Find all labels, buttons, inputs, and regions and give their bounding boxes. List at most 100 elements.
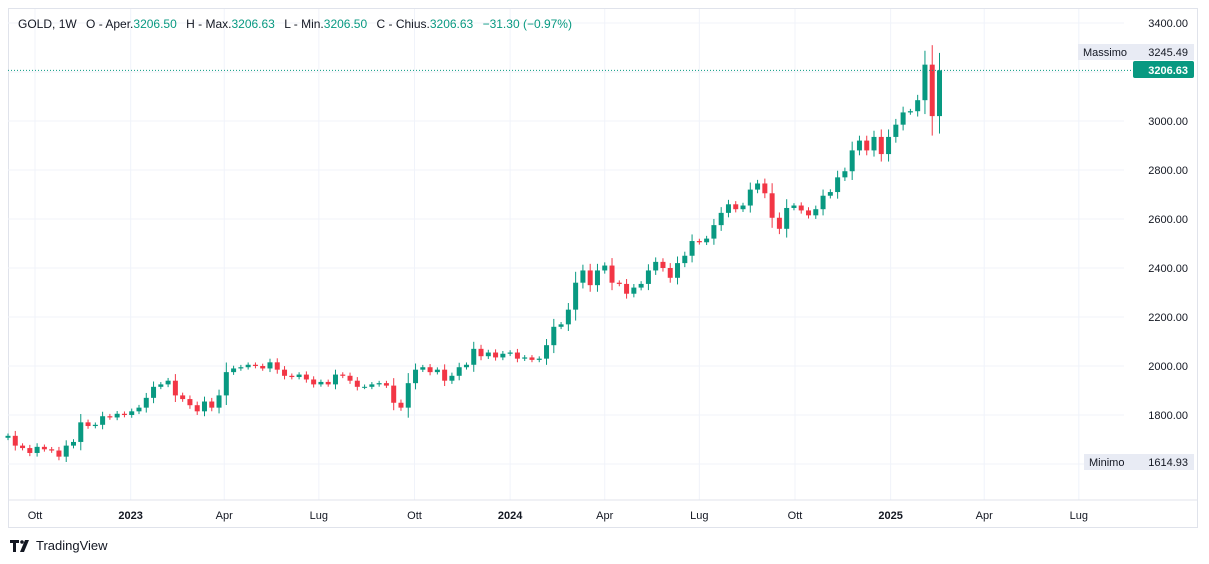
- candle: [864, 135, 870, 156]
- candle: [937, 52, 943, 134]
- candle-body: [100, 416, 106, 425]
- candle-body: [362, 386, 368, 388]
- candle: [587, 263, 593, 292]
- candle: [267, 358, 273, 373]
- candle: [893, 118, 899, 143]
- candle-body: [645, 270, 651, 284]
- candle-body: [507, 352, 513, 354]
- x-tick-label: 2023: [118, 510, 142, 522]
- candle: [63, 440, 69, 462]
- candle-body: [704, 238, 710, 243]
- candle: [784, 199, 790, 238]
- candle: [544, 338, 550, 365]
- candle-body: [471, 348, 477, 365]
- x-tick-label: Lug: [690, 510, 708, 522]
- candle: [354, 377, 360, 391]
- candle-body: [835, 177, 841, 193]
- candle-body: [303, 374, 309, 380]
- price-markers: Massimo 3245.49 3206.63 Minimo 1614.93: [1078, 44, 1194, 470]
- candle: [696, 238, 702, 245]
- candle: [442, 364, 448, 387]
- candle-body: [121, 413, 127, 415]
- candle: [216, 389, 222, 414]
- candle-body: [260, 366, 266, 369]
- candle: [609, 258, 615, 291]
- candle-body: [784, 207, 790, 229]
- candle: [260, 363, 266, 371]
- candle: [485, 349, 491, 359]
- candle: [340, 372, 346, 379]
- candle-body: [391, 385, 397, 403]
- candle: [878, 129, 884, 162]
- candle: [332, 369, 338, 390]
- candle-body: [201, 401, 207, 412]
- candle: [638, 281, 644, 291]
- candle: [929, 45, 935, 136]
- candle-body: [49, 449, 55, 451]
- candle: [667, 263, 673, 283]
- candle-body: [682, 255, 688, 264]
- candle: [682, 251, 688, 268]
- candle-body: [340, 374, 346, 376]
- candle: [645, 264, 651, 291]
- legend-close-label: C - Chius.: [376, 17, 430, 31]
- candle-body: [725, 204, 731, 213]
- candle: [471, 341, 477, 372]
- candle-body: [165, 380, 171, 385]
- candle: [5, 433, 11, 441]
- candle: [551, 318, 557, 354]
- x-tick-label: Ott: [788, 510, 803, 522]
- candle-body: [289, 375, 295, 378]
- candle-body: [376, 383, 382, 385]
- x-tick-label: Lug: [1070, 510, 1088, 522]
- x-tick-label: Apr: [596, 510, 613, 522]
- candle: [434, 367, 440, 375]
- candle: [362, 384, 368, 390]
- candle: [798, 202, 804, 214]
- candle: [922, 50, 928, 115]
- legend-open-value: 3206.50: [133, 17, 177, 31]
- candle-body: [638, 283, 644, 288]
- y-axis[interactable]: 1800.00 2000.00 2200.00 2400.00 2600.00 2800.…: [1148, 18, 1188, 422]
- candle: [238, 364, 244, 371]
- candle: [27, 444, 33, 457]
- candle-body: [223, 372, 229, 396]
- candle: [806, 207, 812, 219]
- last-price-value: 3206.63: [1148, 65, 1188, 77]
- candle-body: [573, 282, 579, 310]
- high-marker-label: Massimo: [1083, 47, 1127, 59]
- candle-body: [398, 402, 404, 408]
- tradingview-logo[interactable]: TradingView: [10, 538, 108, 553]
- candle-body: [267, 362, 273, 369]
- candle: [172, 374, 178, 403]
- x-tick-label: 2024: [498, 510, 523, 522]
- candle-body: [354, 380, 360, 387]
- candle: [252, 362, 258, 369]
- candle-body: [842, 171, 848, 178]
- brand-name: TradingView: [36, 538, 108, 553]
- candle: [689, 234, 695, 263]
- candle-body: [864, 140, 870, 151]
- candle-body: [325, 381, 331, 385]
- candle: [56, 446, 62, 461]
- candle: [187, 395, 193, 409]
- candle-body: [151, 386, 157, 398]
- candle-body: [187, 399, 193, 406]
- x-axis[interactable]: Ott 2023 Apr Lug Ott 2024 Apr Lug Ott 2025 Apr Lug: [28, 510, 1088, 522]
- candle-body: [602, 265, 608, 271]
- candle: [820, 189, 826, 216]
- legend-high-value: 3206.63: [231, 17, 275, 31]
- candle-body: [565, 309, 571, 325]
- candle: [223, 362, 229, 406]
- candle: [522, 355, 528, 361]
- candle: [653, 257, 659, 275]
- candle-body: [420, 367, 426, 370]
- candle-body: [893, 124, 899, 137]
- candle-body: [660, 261, 666, 268]
- candle: [616, 280, 622, 287]
- candle-body: [675, 263, 681, 278]
- candle-body: [456, 367, 462, 376]
- tradingview-logo-icon: [10, 539, 29, 552]
- candle-body: [383, 383, 389, 386]
